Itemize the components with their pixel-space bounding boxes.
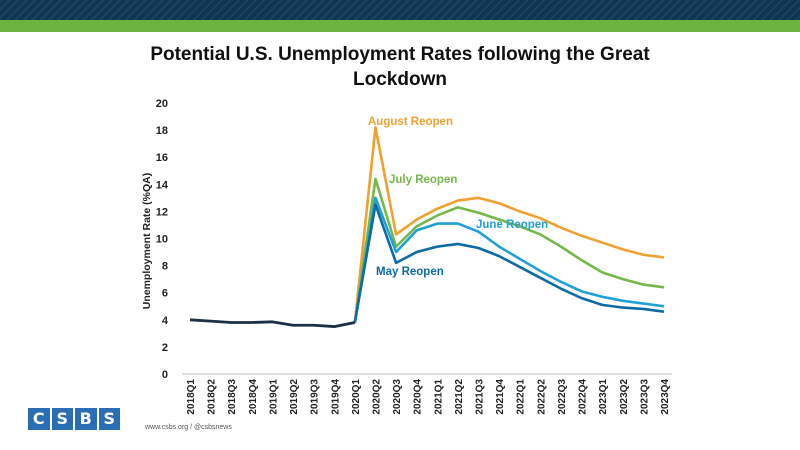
y-axis-label: Unemployment Rate (%QA) (141, 172, 153, 310)
logo-letter: B (75, 408, 97, 430)
x-tick-label: 2022Q1 (516, 379, 527, 415)
x-tick-label: 2023Q3 (639, 379, 650, 415)
series-label-june-reopen: June Reopen (476, 219, 548, 231)
x-tick-label: 2020Q4 (413, 379, 424, 415)
logo-letter: C (28, 408, 50, 430)
x-tick-label: 2020Q1 (351, 379, 362, 415)
y-tick-label: 14 (156, 179, 169, 191)
historical-line (189, 318, 356, 328)
x-tick-label: 2020Q2 (371, 379, 382, 415)
x-tick-label: 2019Q1 (268, 379, 279, 415)
x-tick-label: 2022Q3 (557, 379, 568, 415)
x-tick-label: 2022Q2 (536, 379, 547, 415)
chart-title: Potential U.S. Unemployment Rates follow… (150, 44, 650, 90)
x-tick-label: 2021Q1 (433, 379, 444, 415)
header-navy-bar (0, 0, 800, 20)
x-tick-label: 2019Q2 (289, 379, 300, 415)
x-tick-label: 2023Q2 (619, 379, 630, 415)
series-label-may-reopen: May Reopen (376, 266, 444, 278)
header-green-bar (0, 20, 800, 32)
y-tick-label: 8 (162, 261, 168, 273)
y-tick-label: 4 (162, 315, 169, 327)
x-tick-label: 2018Q4 (248, 379, 259, 415)
series-line-may-reopen (353, 203, 665, 323)
x-tick-label: 2021Q3 (475, 379, 486, 415)
x-tick-label: 2018Q3 (227, 379, 238, 415)
x-tick-label: 2021Q4 (495, 379, 506, 415)
x-tick-label: 2020Q3 (392, 379, 403, 415)
y-tick-label: 0 (162, 369, 168, 381)
csbs-logo: C S B S (28, 408, 120, 430)
series-line-july-reopen (353, 177, 665, 323)
y-tick-label: 18 (156, 125, 168, 137)
x-tick-label: 2018Q2 (207, 379, 218, 415)
x-tick-label: 2019Q4 (330, 379, 341, 415)
footer-site-link[interactable]: www.csbs.org / @csbsnews (145, 424, 232, 431)
x-tick-label: 2023Q4 (660, 379, 671, 415)
x-tick-label: 2019Q3 (310, 379, 321, 415)
y-tick-label: 2 (162, 342, 168, 354)
x-tick-label: 2023Q1 (598, 379, 609, 415)
logo-letter: S (98, 408, 120, 430)
series-line-june-reopen (353, 196, 665, 323)
series-line-august-reopen (353, 126, 665, 323)
y-tick-label: 20 (156, 98, 168, 110)
logo-letter: S (51, 408, 73, 430)
x-tick-label: 2021Q2 (454, 379, 465, 415)
y-tick-label: 10 (156, 234, 168, 246)
y-tick-label: 6 (162, 288, 168, 300)
x-tick-label: 2022Q4 (578, 379, 589, 415)
y-tick-label: 12 (156, 206, 168, 218)
x-tick-label: 2018Q1 (186, 379, 197, 415)
series-label-august-reopen: August Reopen (368, 116, 453, 128)
series-label-july-reopen: July Reopen (389, 174, 457, 186)
y-tick-label: 16 (156, 152, 168, 164)
